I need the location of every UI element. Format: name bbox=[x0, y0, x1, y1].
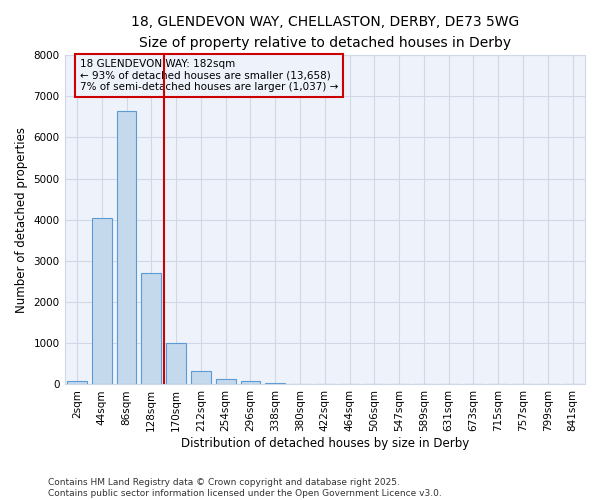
Bar bbox=[216, 378, 236, 384]
Bar bbox=[142, 273, 161, 384]
X-axis label: Distribution of detached houses by size in Derby: Distribution of detached houses by size … bbox=[181, 437, 469, 450]
Bar bbox=[67, 381, 87, 384]
Text: Contains HM Land Registry data © Crown copyright and database right 2025.
Contai: Contains HM Land Registry data © Crown c… bbox=[48, 478, 442, 498]
Bar bbox=[92, 218, 112, 384]
Y-axis label: Number of detached properties: Number of detached properties bbox=[15, 126, 28, 312]
Title: 18, GLENDEVON WAY, CHELLASTON, DERBY, DE73 5WG
Size of property relative to deta: 18, GLENDEVON WAY, CHELLASTON, DERBY, DE… bbox=[131, 15, 519, 50]
Bar bbox=[166, 344, 186, 384]
Bar bbox=[265, 383, 285, 384]
Bar bbox=[191, 371, 211, 384]
Text: 18 GLENDEVON WAY: 182sqm
← 93% of detached houses are smaller (13,658)
7% of sem: 18 GLENDEVON WAY: 182sqm ← 93% of detach… bbox=[80, 59, 338, 92]
Bar bbox=[116, 110, 136, 384]
Bar bbox=[241, 381, 260, 384]
